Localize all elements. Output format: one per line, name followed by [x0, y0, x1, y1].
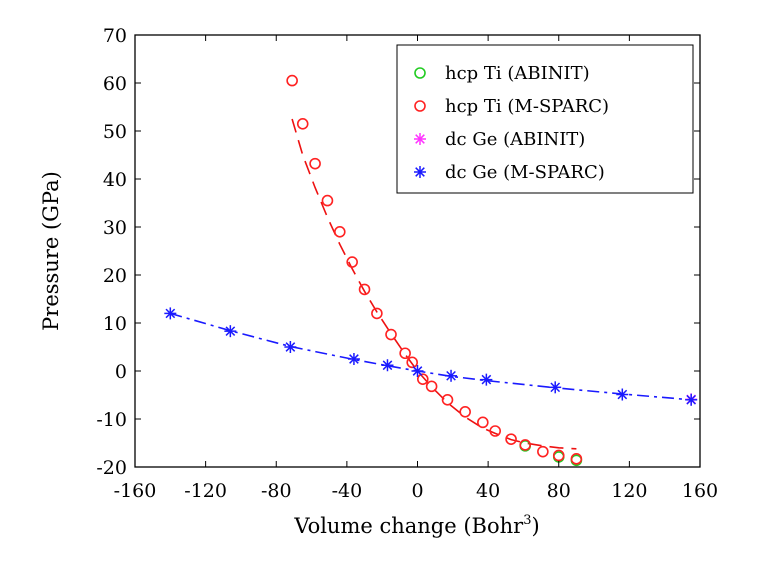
data-point — [399, 347, 411, 360]
fit-line — [291, 118, 577, 450]
data-point — [477, 416, 489, 429]
data-point — [537, 445, 549, 458]
data-point — [224, 325, 237, 338]
legend-marker — [414, 133, 426, 145]
legend-label: dc Ge (ABINIT) — [445, 129, 585, 150]
y-tick-label: 30 — [103, 217, 127, 239]
x-tick-label: 120 — [611, 480, 647, 502]
legend-label: dc Ge (M-SPARC) — [445, 162, 605, 183]
data-point — [381, 359, 394, 372]
legend-marker — [414, 100, 426, 112]
data-point — [358, 283, 371, 296]
y-tick-label: 20 — [103, 265, 127, 287]
y-tick-label: 40 — [103, 169, 127, 191]
data-point — [489, 425, 501, 437]
legend: hcp Ti (ABINIT) hcp Ti (M-SPARC) dc Ge (AB… — [396, 44, 694, 194]
x-tick-label: 80 — [547, 480, 571, 502]
data-point — [346, 256, 358, 268]
data-point — [284, 341, 297, 353]
data-point — [164, 307, 177, 320]
data-point — [685, 393, 698, 406]
x-tick-label: -80 — [261, 480, 292, 502]
y-tick-label: 60 — [103, 73, 127, 95]
data-point — [616, 388, 629, 401]
y-tick-label: 70 — [103, 25, 127, 47]
x-axis-title-suffix: ) — [531, 514, 539, 538]
data-point — [296, 118, 309, 130]
data-point — [371, 307, 383, 320]
y-tick-label: -10 — [96, 409, 127, 431]
data-point — [441, 393, 454, 406]
x-tick-label: -160 — [114, 480, 157, 502]
data-points — [164, 74, 698, 467]
x-tick-label: 40 — [476, 480, 500, 502]
data-point — [334, 226, 346, 238]
legend-label: hcp Ti (M-SPARC) — [445, 96, 609, 117]
y-axis-ticks: -20 -10 0 10 20 30 40 50 60 70 — [96, 25, 700, 479]
data-point — [505, 433, 517, 445]
data-point — [519, 439, 532, 451]
x-axis-ticks: -160 -120 -80 -40 0 40 80 120 160 — [114, 35, 718, 502]
x-axis-title-superscript: 3 — [523, 513, 531, 528]
y-tick-label: 50 — [103, 121, 127, 143]
y-tick-label: 10 — [103, 313, 127, 335]
data-point — [385, 328, 397, 341]
data-point — [425, 380, 438, 393]
data-point — [321, 194, 334, 207]
legend-marker — [414, 67, 426, 79]
data-point — [309, 157, 321, 170]
legend-marker — [414, 166, 426, 178]
x-axis-title: Volume change (Bohr3) — [293, 513, 539, 538]
y-tick-label: -20 — [96, 457, 127, 479]
data-point — [445, 369, 458, 382]
data-point — [411, 365, 424, 377]
data-point — [416, 373, 429, 385]
y-tick-label: 0 — [115, 361, 127, 383]
legend-box — [396, 44, 694, 194]
x-tick-label: -120 — [184, 480, 227, 502]
data-point — [552, 449, 565, 462]
x-tick-label: 0 — [411, 480, 423, 502]
x-axis-title-main: Volume change (Bohr — [293, 514, 524, 538]
x-tick-label: -40 — [332, 480, 363, 502]
data-point — [406, 356, 419, 369]
legend-label: hcp Ti (ABINIT) — [445, 63, 590, 84]
data-point — [480, 373, 493, 386]
data-point — [286, 74, 298, 87]
x-tick-label: 160 — [682, 480, 718, 502]
data-point — [459, 405, 471, 418]
data-point — [347, 353, 360, 365]
data-point — [570, 453, 583, 465]
y-axis-title: Pressure (GPa) — [39, 171, 63, 331]
data-point — [549, 381, 562, 394]
